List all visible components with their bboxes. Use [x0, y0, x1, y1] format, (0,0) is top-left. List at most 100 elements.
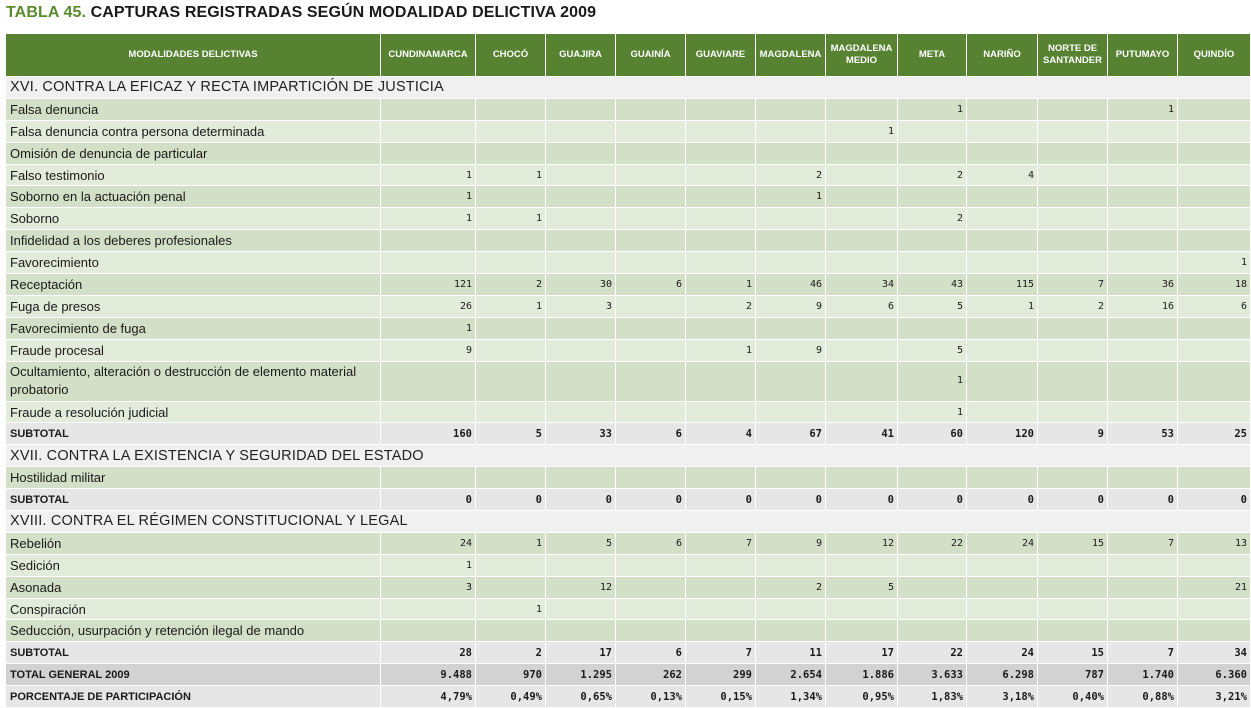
cell-value: [966, 360, 1038, 402]
cell-value: [825, 338, 898, 362]
cell-value: [825, 251, 898, 275]
captures-table: MODALIDADES DELICTIVAS CUNDINAMARCA CHOCÓ G…: [5, 33, 1251, 708]
cell-value: [825, 360, 898, 402]
row-label: Ocultamiento, alteración o destrucción d…: [5, 360, 381, 402]
cell-value: [897, 141, 967, 165]
cell-value: 1: [475, 294, 546, 318]
header-row: MODALIDADES DELICTIVAS CUNDINAMARCA CHOCÓ G…: [5, 33, 1251, 77]
cell-value: 9: [755, 294, 826, 318]
table-row: Seducción, usurpación y retención ilegal…: [5, 619, 1251, 643]
row-label: SUBTOTAL: [5, 641, 381, 665]
cell-value: 2: [475, 273, 546, 296]
section-header-row: XVIII. CONTRA EL RÉGIMEN CONSTITUCIONAL …: [5, 510, 1251, 533]
row-label: Seducción, usurpación y retención ilegal…: [5, 619, 381, 643]
cell-value: 15: [1037, 531, 1108, 555]
cell-value: 4: [685, 422, 756, 446]
cell-value: [545, 338, 616, 362]
cell-value: [685, 229, 756, 253]
column-header-department: META: [897, 33, 967, 77]
cell-value: 1: [475, 163, 546, 187]
cell-value: [1037, 119, 1108, 143]
cell-value: [475, 97, 546, 121]
cell-value: [1037, 316, 1108, 340]
percentage-row: PORCENTAJE DE PARTICIPACIÓN 4,79% 0,49% 0,6…: [5, 685, 1251, 708]
cell-value: [685, 119, 756, 143]
table-row: Receptación 121 2 30 6 1 46 34 43 115 7 36 18: [5, 273, 1251, 296]
row-label: Infidelidad a los deberes profesionales: [5, 229, 381, 253]
cell-value: [615, 466, 686, 490]
cell-value: [1037, 229, 1108, 253]
cell-value: 9: [755, 338, 826, 362]
cell-value: 1: [475, 597, 546, 621]
column-header-department: CHOCÓ: [475, 33, 546, 77]
table-row: Ocultamiento, alteración o destrucción d…: [5, 360, 1251, 402]
table-row: Rebelión 24 1 5 6 7 9 12 22 24 15 7 13: [5, 531, 1251, 555]
cell-value: [897, 185, 967, 209]
row-label: Receptación: [5, 273, 381, 296]
cell-value: 5: [475, 422, 546, 446]
cell-value: [825, 163, 898, 187]
cell-value: 4: [966, 163, 1038, 187]
cell-value: 2: [475, 641, 546, 665]
cell-value: [475, 619, 546, 643]
table-row: Falso testimonio 1 1 2 2 4: [5, 163, 1251, 187]
cell-value: 9.488: [380, 663, 476, 687]
cell-value: [755, 466, 826, 490]
row-label: Falsa denuncia: [5, 97, 381, 121]
column-header-department: MAGDALENA MEDIO: [825, 33, 898, 77]
cell-value: 1: [685, 338, 756, 362]
cell-value: [545, 163, 616, 187]
cell-value: 1: [897, 400, 967, 424]
cell-value: [897, 575, 967, 599]
cell-value: 970: [475, 663, 546, 687]
cell-value: 6: [615, 641, 686, 665]
column-header-department: MAGDALENA: [755, 33, 826, 77]
section-title: XVIII. CONTRA EL RÉGIMEN CONSTITUCIONAL …: [5, 510, 1251, 533]
cell-value: [615, 553, 686, 577]
cell-value: 30: [545, 273, 616, 296]
table-row: Falsa denuncia 1 1: [5, 97, 1251, 121]
cell-value: 24: [380, 531, 476, 555]
cell-value: [1177, 400, 1251, 424]
cell-value: 1: [380, 553, 476, 577]
cell-value: [380, 360, 476, 402]
cell-value: 787: [1037, 663, 1108, 687]
cell-value: [966, 619, 1038, 643]
cell-value: [685, 597, 756, 621]
cell-value: [545, 207, 616, 231]
cell-value: [380, 119, 476, 143]
cell-value: 36: [1107, 273, 1178, 296]
cell-value: [475, 185, 546, 209]
cell-value: [545, 553, 616, 577]
table-row: Hostilidad militar: [5, 466, 1251, 490]
column-header-department: GUAVIARE: [685, 33, 756, 77]
cell-value: 6: [825, 294, 898, 318]
cell-value: [755, 97, 826, 121]
table-row: Fuga de presos 26 1 3 2 9 6 5 1 2 16 6: [5, 294, 1251, 318]
row-label: Falso testimonio: [5, 163, 381, 187]
cell-value: 1: [685, 273, 756, 296]
cell-value: [615, 185, 686, 209]
table-row: Infidelidad a los deberes profesionales: [5, 229, 1251, 253]
cell-value: 24: [966, 531, 1038, 555]
subtotal-row: SUBTOTAL 0 0 0 0 0 0 0 0 0 0 0 0: [5, 488, 1251, 512]
cell-value: 1.886: [825, 663, 898, 687]
cell-value: 12: [825, 531, 898, 555]
cell-value: [615, 294, 686, 318]
cell-value: 1: [1107, 97, 1178, 121]
cell-value: [1037, 141, 1108, 165]
cell-value: [1107, 316, 1178, 340]
cell-value: 7: [1107, 641, 1178, 665]
cell-value: 1: [825, 119, 898, 143]
table-number: TABLA 45.: [6, 4, 87, 21]
cell-value: [1107, 597, 1178, 621]
row-label: Favorecimiento de fuga: [5, 316, 381, 340]
cell-value: [545, 619, 616, 643]
table-row: Asonada 3 12 2 5 21: [5, 575, 1251, 599]
cell-value: [825, 466, 898, 490]
cell-value: 2: [897, 207, 967, 231]
column-header-department: QUINDÍO: [1177, 33, 1251, 77]
cell-value: 43: [897, 273, 967, 296]
cell-value: [755, 597, 826, 621]
cell-value: [1177, 163, 1251, 187]
